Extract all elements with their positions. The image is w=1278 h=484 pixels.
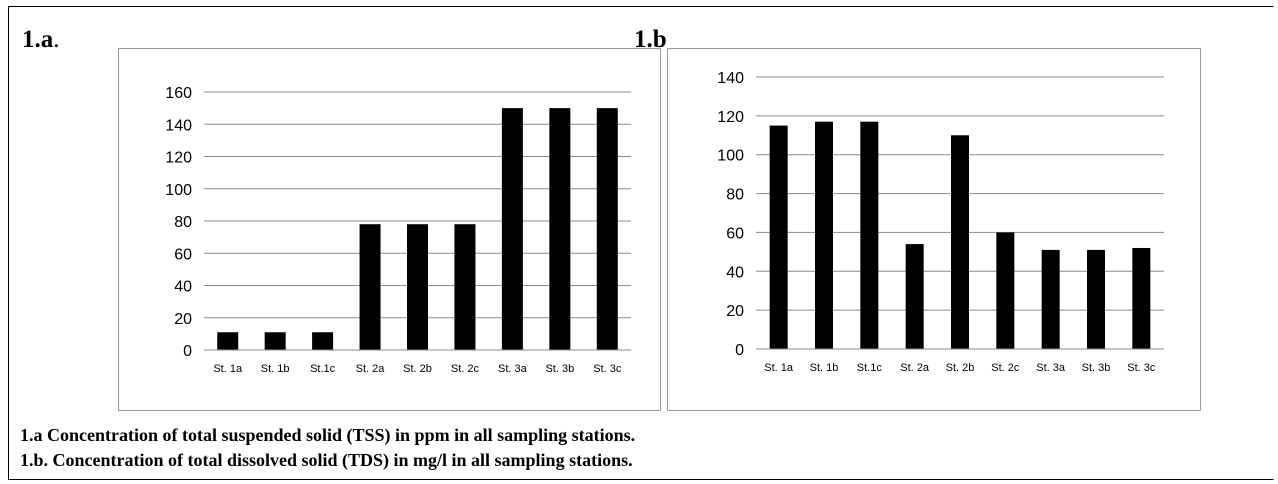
chart-a-bar bbox=[596, 108, 618, 350]
chart-b-bar bbox=[951, 135, 969, 349]
figure-label-b: 1.b bbox=[634, 26, 667, 53]
chart-b-x-tick-label: St. 2b bbox=[946, 362, 975, 374]
chart-a-y-tick-label: 40 bbox=[174, 279, 192, 296]
chart-a-x-tick-label: St. 3c bbox=[593, 363, 622, 375]
chart-a-box: 0 20 40 60 80 100 120 140 160 St. 1a St. 1b St.1c St… bbox=[118, 48, 661, 411]
chart-b-x-tick-label: St. 3c bbox=[1127, 362, 1156, 374]
chart-a-y-tick-label: 100 bbox=[165, 182, 192, 199]
chart-b-y-tick-label: 60 bbox=[726, 225, 744, 242]
chart-b-bar bbox=[1041, 249, 1060, 349]
chart-b-x-tick-label: St. 1a bbox=[764, 362, 794, 374]
chart-b-y-tick-label: 20 bbox=[726, 303, 744, 320]
chart-a-bar bbox=[549, 108, 571, 350]
chart-b-x-tick-label: St. 3a bbox=[1036, 362, 1066, 374]
chart-a: 0 20 40 60 80 100 120 140 160 St. 1a St. 1b St.1c St… bbox=[165, 85, 631, 375]
chart-b-bar bbox=[815, 121, 833, 349]
chart-b-bar bbox=[1132, 247, 1151, 349]
chart-a-x-tick-label: St. 2c bbox=[451, 363, 480, 375]
chart-a-y-tick-label: 120 bbox=[165, 150, 192, 167]
chart-a-bar bbox=[407, 224, 428, 350]
chart-b-bar bbox=[860, 121, 879, 349]
chart-b-x-tick-label: St.1c bbox=[857, 362, 883, 374]
chart-a-bar bbox=[217, 332, 239, 350]
chart-b-bar bbox=[1087, 249, 1105, 349]
chart-a-y-tick-label: 60 bbox=[174, 246, 192, 263]
chart-a-x-tick-label: St. 2b bbox=[403, 363, 432, 375]
chart-a-x-tick-label: St. 1b bbox=[261, 363, 290, 375]
chart-a-y-tick-label: 160 bbox=[165, 85, 192, 102]
chart-b-x-tick-label: St. 3b bbox=[1082, 362, 1111, 374]
chart-b-x-tick-label: St. 2a bbox=[900, 362, 930, 374]
chart-b-x-tick-label: St. 2c bbox=[991, 362, 1020, 374]
chart-a-y-tick-label: 80 bbox=[174, 214, 192, 231]
caption-b: 1.b. Concentration of total dissolved so… bbox=[20, 450, 633, 470]
chart-b-bar bbox=[769, 125, 788, 349]
chart-a-x-tick-label: St. 3a bbox=[498, 363, 528, 375]
chart-b-y-tick-label: 100 bbox=[717, 148, 744, 165]
chart-b-y-tick-label: 140 bbox=[717, 70, 744, 87]
figure-frame bbox=[8, 6, 1274, 480]
chart-a-y-tick-label: 140 bbox=[165, 117, 192, 134]
chart-a-bar bbox=[501, 108, 523, 350]
chart-a-y-tick-label: 0 bbox=[183, 343, 192, 360]
chart-a-x-tick-label: St. 1a bbox=[213, 363, 243, 375]
chart-b-box: 0 20 40 60 80 100 120 140 St. 1a St. 1b St.1c St. 2… bbox=[667, 48, 1201, 411]
chart-b-x-tick-label: St. 1b bbox=[810, 362, 839, 374]
chart-a-bar bbox=[454, 224, 476, 350]
chart-a-bar bbox=[359, 224, 381, 350]
chart-b-bar bbox=[905, 244, 924, 349]
chart-a-bar bbox=[264, 332, 286, 350]
chart-b-y-tick-label: 0 bbox=[735, 342, 744, 359]
chart-b-y-tick-label: 80 bbox=[726, 187, 744, 204]
chart-a-y-tick-label: 20 bbox=[174, 311, 192, 328]
figure-label-a: 1.a. bbox=[22, 26, 60, 53]
chart-a-bar bbox=[312, 332, 334, 350]
chart-b-y-tick-label: 120 bbox=[717, 109, 744, 126]
chart-b-bar bbox=[996, 232, 1015, 349]
caption-a: 1.a Concentration of total suspended sol… bbox=[20, 425, 636, 445]
chart-a-x-tick-label: St. 2a bbox=[356, 363, 386, 375]
chart-b-y-tick-label: 40 bbox=[726, 264, 744, 281]
chart-a-x-tick-label: St. 3b bbox=[545, 363, 574, 375]
chart-a-x-tick-label: St.1c bbox=[310, 363, 336, 375]
chart-b: 0 20 40 60 80 100 120 140 St. 1a St. 1b St.1c St. 2… bbox=[717, 70, 1164, 374]
